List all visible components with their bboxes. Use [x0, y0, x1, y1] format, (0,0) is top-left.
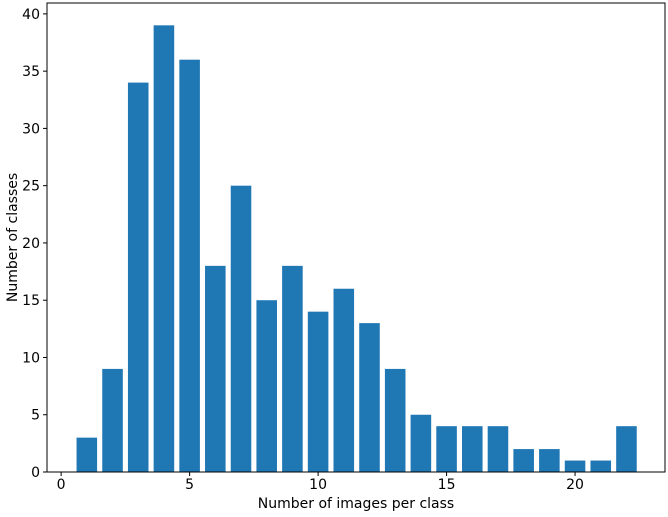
y-tick-label: 10: [22, 350, 40, 366]
histogram-bar: [76, 437, 98, 472]
x-axis-label: Number of images per class: [258, 496, 454, 512]
histogram-bar: [513, 449, 534, 472]
y-tick-label: 40: [22, 7, 40, 23]
histogram-bar: [539, 449, 560, 472]
y-tick-label: 0: [31, 465, 40, 481]
y-tick-label: 5: [31, 408, 40, 424]
histogram-bar: [462, 426, 483, 472]
x-tick-label: 5: [185, 477, 194, 493]
histogram-bar: [282, 265, 303, 472]
histogram-bar: [127, 82, 149, 472]
histogram-bar: [616, 426, 637, 472]
histogram-bar: [564, 460, 586, 472]
y-tick-label: 25: [22, 179, 40, 195]
histogram-bar: [153, 25, 175, 473]
y-axis-label: Number of classes: [5, 173, 21, 302]
x-tick-label: 10: [309, 477, 327, 493]
histogram-bar: [102, 368, 123, 472]
histogram-bar: [410, 414, 432, 472]
histogram-bar: [179, 59, 200, 472]
histogram-bar: [359, 323, 380, 472]
histogram-bar: [307, 311, 329, 472]
histogram-bar: [230, 185, 252, 472]
y-tick-label: 35: [22, 64, 40, 80]
x-tick-label: 20: [566, 477, 584, 493]
histogram-bar: [333, 288, 355, 472]
x-tick-label: 0: [57, 477, 66, 493]
histogram-bar: [590, 460, 612, 472]
y-tick-label: 20: [22, 236, 40, 252]
histogram-bar: [384, 368, 406, 472]
histogram-bar: [256, 300, 277, 472]
y-tick-label: 30: [22, 121, 40, 137]
plot-border: [46, 2, 666, 473]
x-tick-label: 15: [438, 477, 456, 493]
histogram-bar: [487, 426, 509, 472]
histogram-bar: [436, 426, 457, 472]
histogram-bar: [205, 265, 226, 472]
y-tick-label: 15: [22, 293, 40, 309]
